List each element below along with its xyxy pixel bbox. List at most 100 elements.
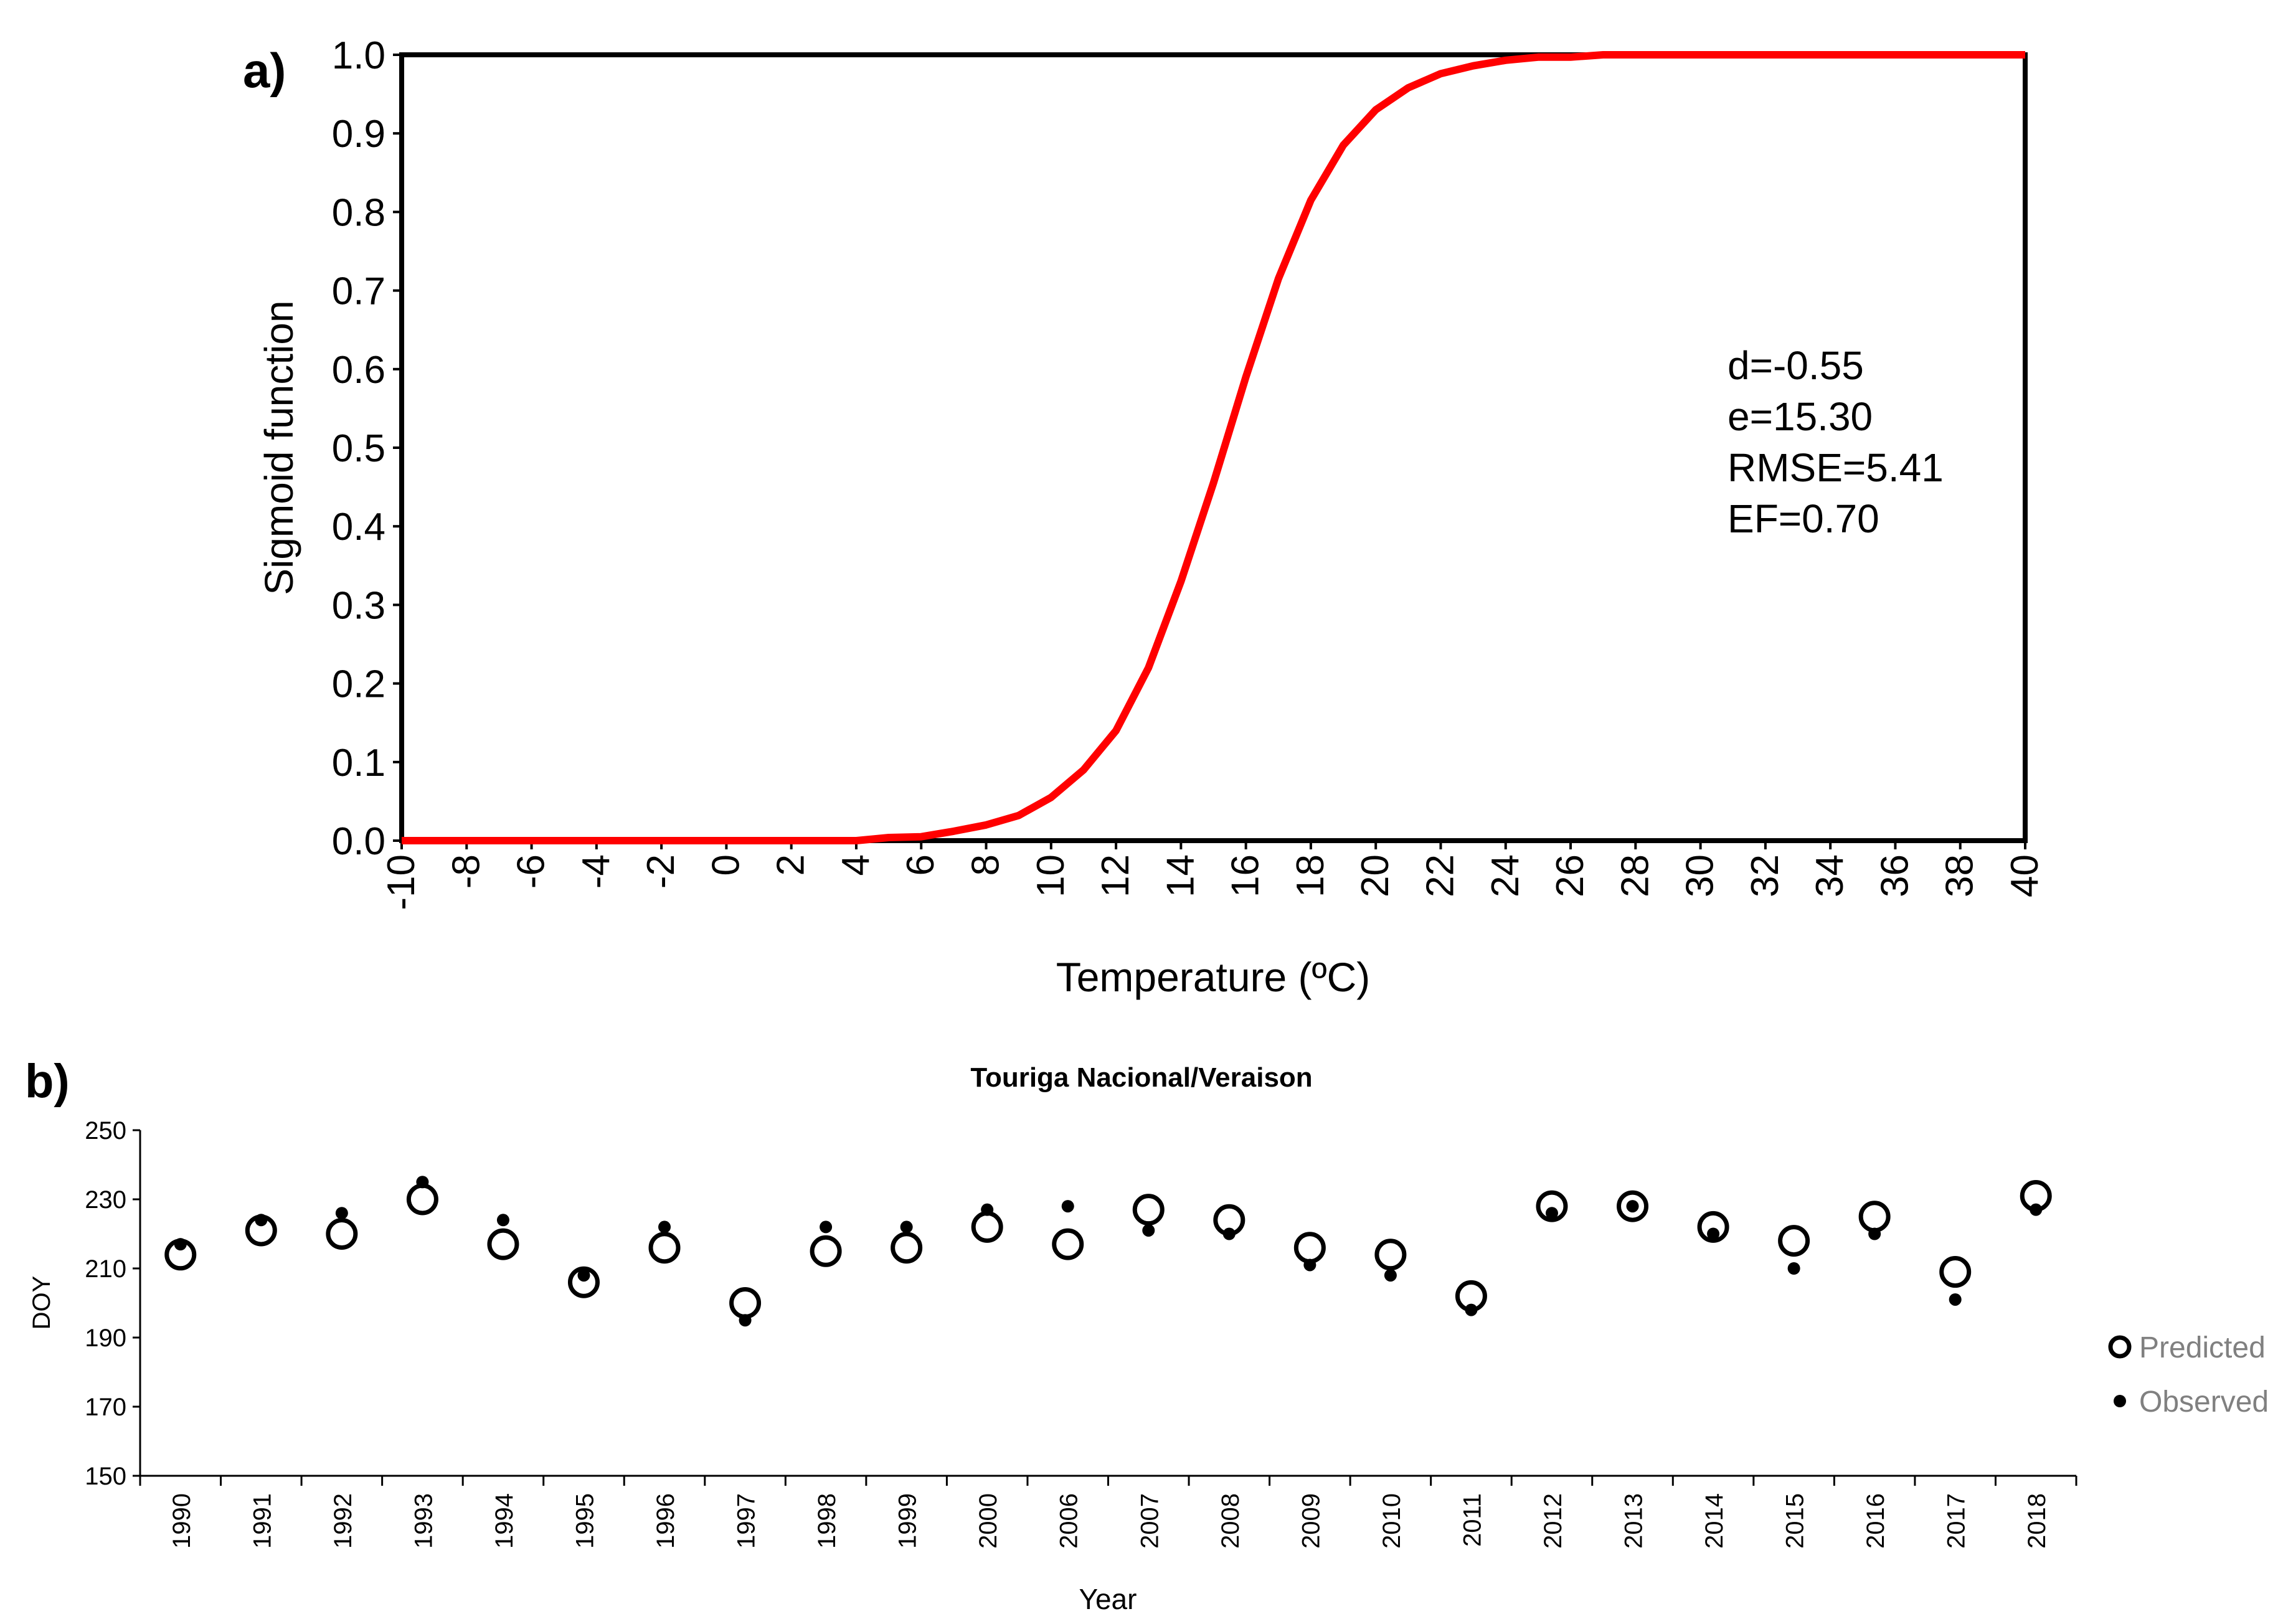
panel-b-y-axis-label: DOY — [28, 1276, 55, 1330]
panel-b-x-tick-label: 1990 — [168, 1493, 196, 1549]
panel-a-x-tick-label: -8 — [445, 854, 488, 889]
predicted-point — [1052, 1228, 1084, 1260]
panel-a-y-tick-label: 0.3 — [332, 584, 385, 627]
panel-a-x-tick-label: -4 — [575, 854, 618, 889]
panel-b-x-tick-label: 1998 — [813, 1493, 841, 1549]
panel-b-y-axis: 150 170 190 210 230 250 — [85, 1117, 140, 1490]
panel-b-x-tick-label: 2011 — [1458, 1493, 1486, 1547]
observed-point — [1061, 1200, 1074, 1213]
panel-a-x-tick-label: 22 — [1419, 854, 1462, 897]
observed-point — [1465, 1303, 1478, 1316]
panel-a: a) 0.0 0.1 0.2 0.3 0.4 0.5 0.6 0.7 0.8 0.9 1.0 -10… — [243, 34, 2046, 1000]
panel-b-x-tick-label: 2007 — [1136, 1493, 1163, 1549]
observed-point — [1545, 1207, 1558, 1220]
panel-b-y-tick-label: 150 — [85, 1463, 126, 1490]
sigmoid-curve — [402, 51, 2025, 844]
observed-point — [496, 1214, 509, 1227]
predicted-point — [729, 1287, 762, 1319]
predicted-point — [1939, 1256, 1972, 1288]
panel-a-y-axis: 0.0 0.1 0.2 0.3 0.4 0.5 0.6 0.7 0.8 0.9 1.0 — [332, 34, 402, 863]
panel-b-x-axis-label: Year — [1079, 1583, 1137, 1615]
panel-a-x-tick-label: 36 — [1873, 854, 1916, 897]
panel-b-x-tick-label: 2016 — [1862, 1493, 1889, 1549]
panel-a-x-tick-label: 40 — [2003, 854, 2046, 897]
panel-a-x-tick-label: -2 — [640, 854, 683, 889]
predicted-point — [1617, 1190, 1649, 1222]
panel-a-x-tick-label: 14 — [1159, 854, 1202, 897]
predicted-point — [1858, 1201, 1891, 1233]
panel-b-x-tick-label: 2018 — [2023, 1493, 2051, 1549]
predicted-point — [1374, 1239, 1407, 1271]
annotation-d: d=-0.55 — [1728, 343, 1864, 388]
panel-b-x-tick-label: 1992 — [329, 1493, 357, 1549]
panel-b-x-tick-label: 1999 — [894, 1493, 922, 1549]
panel-a-y-tick-label: 1.0 — [332, 34, 385, 77]
observed-point — [1222, 1227, 1236, 1240]
panel-a-y-tick-label: 0.8 — [332, 191, 385, 234]
observed-point — [820, 1220, 833, 1234]
observed-point — [1787, 1262, 1800, 1275]
panel-a-x-tick-label: 24 — [1484, 854, 1527, 897]
legend-observed-label: Observed — [2139, 1386, 2269, 1419]
panel-b-x-tick-label: 2009 — [1297, 1493, 1325, 1549]
observed-point — [1384, 1269, 1397, 1282]
panel-a-x-tick-label: 34 — [1808, 854, 1851, 897]
panel-a-y-tick-label: 0.5 — [332, 427, 385, 470]
observed-point — [1868, 1227, 1881, 1240]
panel-b-y-tick-label: 170 — [85, 1394, 126, 1421]
legend-observed-marker — [2114, 1395, 2126, 1407]
panel-a-label: a) — [243, 43, 286, 98]
panel-a-y-tick-label: 0.2 — [332, 663, 385, 706]
panel-a-x-tick-label: 32 — [1744, 854, 1787, 897]
panel-b-x-tick-label: 1993 — [410, 1493, 437, 1549]
observed-point — [2030, 1203, 2043, 1216]
panel-a-y-tick-label: 0.1 — [332, 742, 385, 785]
predicted-point — [1697, 1211, 1729, 1243]
panel-a-y-tick-label: 0.4 — [332, 506, 385, 549]
predicted-point — [1778, 1225, 1810, 1257]
observed-point — [577, 1269, 590, 1282]
observed-point — [1707, 1227, 1720, 1240]
panel-a-x-axis-label: Temperature (ºC) — [1056, 954, 1371, 1000]
observed-point — [1303, 1258, 1316, 1272]
observed-point — [1949, 1293, 1962, 1306]
panel-a-x-tick-label: 6 — [899, 854, 942, 876]
panel-b-x-tick-label: 1994 — [491, 1493, 518, 1549]
annotation-ef: EF=0.70 — [1728, 496, 1879, 541]
panel-a-y-tick-label: 0.7 — [332, 270, 385, 313]
panel-b-x-tick-label: 2017 — [1943, 1493, 1970, 1549]
annotation-e: e=15.30 — [1728, 394, 1873, 439]
predicted-point — [971, 1211, 1003, 1243]
panel-b-x-tick-label: 2015 — [1782, 1493, 1809, 1549]
panel-a-y-tick-label: 0.9 — [332, 113, 385, 156]
panel-a-x-tick-label: 30 — [1679, 854, 1722, 897]
predicted-point — [891, 1232, 923, 1264]
panel-a-x-tick-label: 16 — [1224, 854, 1267, 897]
panel-b-x-tick-label: 2000 — [975, 1493, 1002, 1549]
panel-b-x-tick-label: 1996 — [652, 1493, 679, 1549]
observed-point — [255, 1214, 268, 1227]
panel-a-x-tick-label: -6 — [510, 854, 553, 889]
panel-a-x-tick-label: 2 — [770, 854, 813, 876]
panel-a-y-tick-label: 0.0 — [332, 820, 385, 863]
observed-point — [900, 1220, 913, 1234]
panel-b-x-tick-label: 2013 — [1620, 1493, 1648, 1549]
panel-a-x-tick-label: 28 — [1614, 854, 1657, 897]
legend-predicted-label: Predicted — [2139, 1331, 2266, 1364]
predicted-point — [326, 1218, 358, 1250]
observed-point — [658, 1220, 671, 1234]
panel-a-x-tick-label: 10 — [1029, 854, 1072, 897]
panel-b-x-tick-label: 1995 — [571, 1493, 598, 1549]
panel-b-y-tick-label: 230 — [85, 1186, 126, 1214]
panel-a-annotation: d=-0.55 e=15.30 RMSE=5.41 EF=0.70 — [1728, 343, 1944, 541]
panel-a-y-tick-label: 0.6 — [332, 349, 385, 392]
observed-point — [335, 1207, 348, 1220]
panel-b-x-tick-label: 2012 — [1539, 1493, 1567, 1549]
panel-b: b) Touriga Nacional/Veraison 150 170 190 21… — [25, 1055, 2269, 1615]
predicted-point — [406, 1183, 438, 1216]
panel-b-label: b) — [25, 1055, 70, 1108]
observed-point — [174, 1238, 187, 1251]
observed-point — [1626, 1200, 1639, 1213]
observed-point — [1142, 1224, 1155, 1237]
